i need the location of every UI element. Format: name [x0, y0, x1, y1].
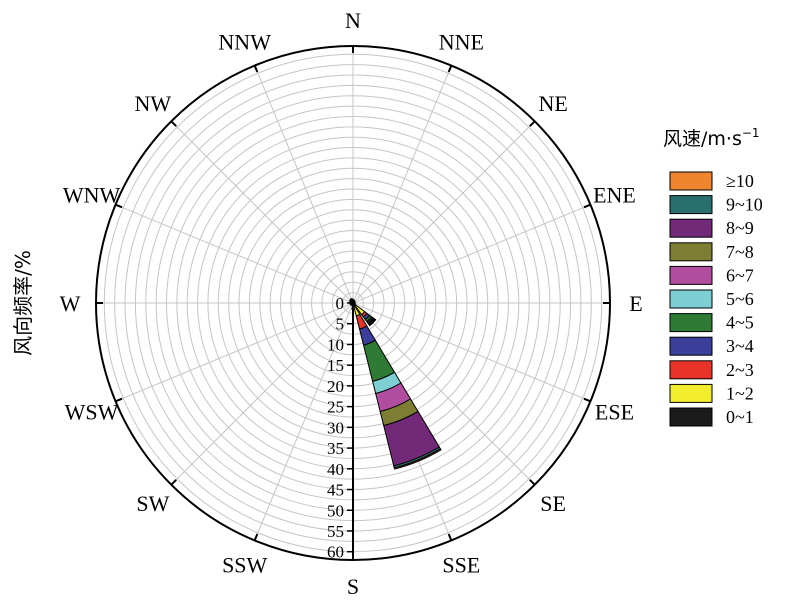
direction-label: NNW	[218, 30, 271, 55]
bar-segment	[393, 448, 442, 470]
legend-swatch	[669, 313, 713, 333]
grid-spoke	[170, 302, 354, 486]
legend-label: 9~10	[726, 195, 763, 215]
legend: 风速/m·s−1 ≥10 9~10 8~9 7~8 6~7 5~6 4~5 3~4 2~3 1~2…	[663, 126, 763, 427]
direction-label: N	[345, 8, 361, 33]
bar-segment	[353, 301, 356, 304]
bar-segment	[349, 297, 353, 301]
legend-label: 1~2	[726, 383, 754, 403]
direction-tick	[115, 397, 123, 403]
direction-label: ENE	[593, 183, 636, 208]
radial-tick-label: 55	[327, 522, 344, 541]
grid-spoke	[254, 65, 354, 304]
legend-swatch	[669, 360, 713, 380]
direction-tick	[447, 65, 453, 73]
y-axis-label: 风向频率/%	[11, 250, 35, 356]
legend-swatch	[669, 336, 713, 356]
grid-spoke	[352, 120, 536, 304]
legend-label: 5~6	[726, 289, 754, 309]
radial-tick-label: 15	[327, 356, 344, 375]
radial-tick-label: 5	[336, 315, 345, 334]
grid-spoke	[115, 302, 354, 402]
direction-tick	[583, 397, 591, 403]
direction-tick	[529, 120, 536, 127]
radial-tick-label: 30	[327, 418, 344, 437]
bar-segment	[368, 318, 377, 327]
direction-label: SSW	[222, 552, 267, 577]
radial-tick-label: 10	[327, 335, 344, 354]
grid-spoke	[352, 302, 591, 402]
radial-tick-label: 40	[327, 460, 344, 479]
direction-label: WSW	[65, 399, 119, 424]
radial-tick-label: 60	[327, 543, 344, 562]
legend-swatch	[669, 407, 713, 427]
legend-label: 3~4	[726, 336, 754, 356]
direction-tick	[447, 533, 453, 541]
direction-label: SW	[136, 491, 169, 516]
direction-label: E	[629, 291, 642, 316]
grid-spoke	[352, 204, 591, 304]
legend-label: 2~3	[726, 360, 754, 380]
radial-tick-label: 35	[327, 439, 344, 458]
direction-label: NNE	[439, 30, 484, 55]
grid-spoke	[170, 120, 354, 304]
legend-label: 8~9	[726, 218, 754, 238]
direction-labels: N NNE NE ENE E ESE SE SSE S SSW SW WSW W WNW NW NNW	[60, 8, 643, 599]
direction-label: S	[347, 574, 359, 599]
direction-label: W	[60, 291, 81, 316]
direction-tick	[583, 203, 591, 209]
direction-label: SE	[540, 491, 566, 516]
direction-label: SSE	[442, 552, 480, 577]
direction-label: ESE	[595, 399, 634, 424]
legend-swatch	[669, 218, 713, 238]
direction-tick	[170, 120, 177, 127]
legend-title-superscript: −1	[742, 126, 760, 140]
direction-tick	[170, 479, 177, 486]
radial-tick-label: 50	[327, 501, 344, 520]
grid-spoke	[115, 204, 354, 304]
direction-label: NE	[538, 91, 567, 116]
legend-title: 风速/m·s−1	[663, 126, 760, 150]
legend-label: 0~1	[726, 407, 754, 427]
wind-bars	[348, 297, 442, 470]
legend-swatch	[669, 265, 713, 285]
legend-swatch	[669, 171, 713, 191]
legend-swatch	[669, 289, 713, 309]
direction-tick	[529, 479, 536, 486]
direction-tick	[253, 65, 259, 73]
grid-spoke	[352, 65, 452, 304]
grid-spoke	[352, 302, 536, 486]
legend-label: 7~8	[726, 242, 754, 262]
legend-title-text: 风速/m·s	[663, 128, 742, 150]
radial-tick-label: 20	[327, 377, 344, 396]
direction-tick	[115, 203, 123, 209]
radial-tick-label: 0	[336, 294, 345, 313]
direction-label: NW	[135, 91, 172, 116]
direction-label: WNW	[63, 183, 121, 208]
legend-swatch	[669, 242, 713, 262]
legend-swatch	[669, 383, 713, 403]
legend-label: 6~7	[726, 265, 754, 285]
radial-tick-label: 45	[327, 481, 344, 500]
grid-spoke	[254, 302, 354, 541]
radial-tick-label: 25	[327, 398, 344, 417]
legend-label: 4~5	[726, 313, 754, 333]
direction-tick	[253, 533, 259, 541]
legend-swatch	[669, 195, 713, 215]
legend-label: ≥10	[726, 171, 754, 191]
